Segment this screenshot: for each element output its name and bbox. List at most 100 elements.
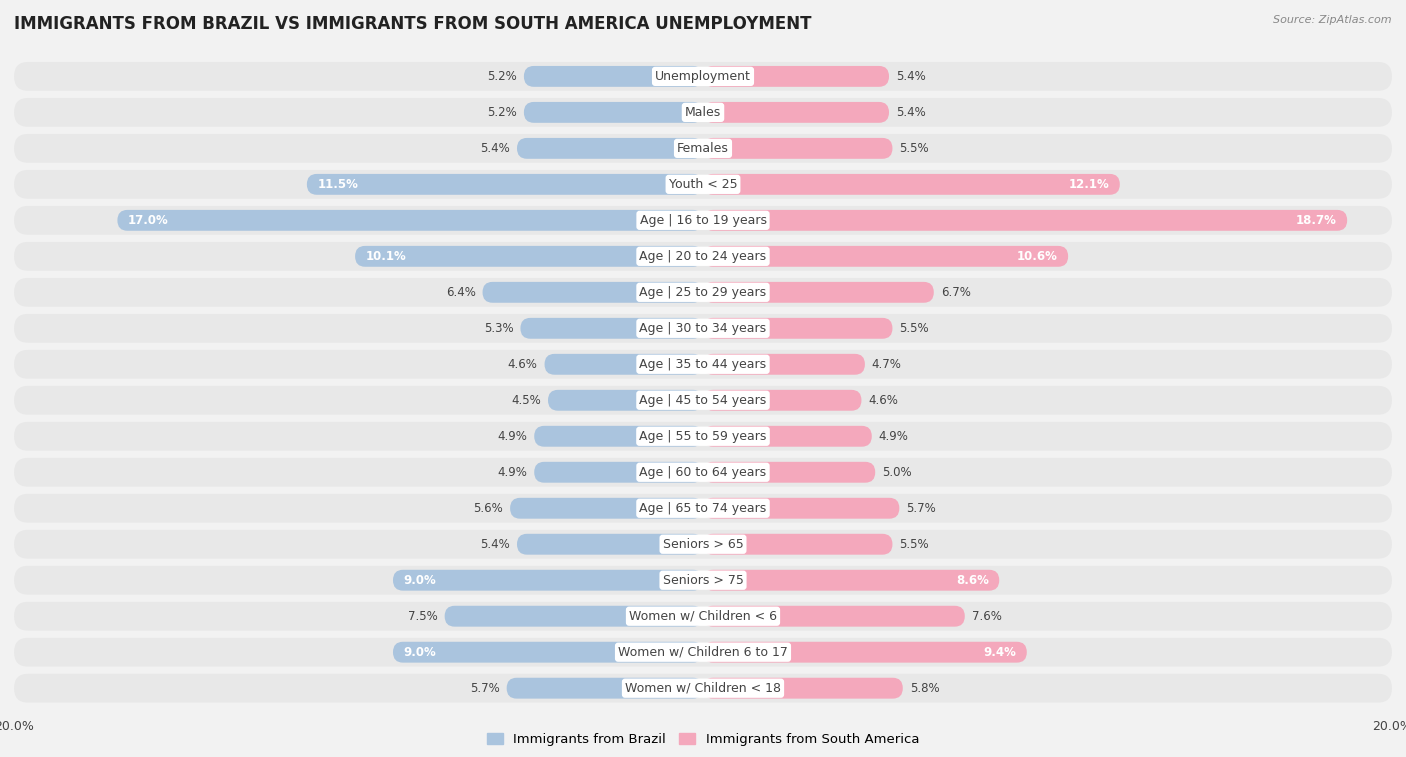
Text: 5.2%: 5.2% — [488, 106, 517, 119]
Legend: Immigrants from Brazil, Immigrants from South America: Immigrants from Brazil, Immigrants from … — [482, 727, 924, 751]
FancyBboxPatch shape — [524, 66, 703, 87]
FancyBboxPatch shape — [14, 170, 1392, 199]
FancyBboxPatch shape — [703, 642, 1026, 662]
Text: 17.0%: 17.0% — [128, 213, 169, 227]
FancyBboxPatch shape — [117, 210, 703, 231]
Text: Women w/ Children < 6: Women w/ Children < 6 — [628, 609, 778, 623]
Text: 4.5%: 4.5% — [512, 394, 541, 407]
FancyBboxPatch shape — [14, 494, 1392, 522]
FancyBboxPatch shape — [14, 386, 1392, 415]
Text: 4.9%: 4.9% — [498, 466, 527, 478]
FancyBboxPatch shape — [703, 570, 1000, 590]
FancyBboxPatch shape — [703, 318, 893, 338]
Text: Age | 16 to 19 years: Age | 16 to 19 years — [640, 213, 766, 227]
Text: 5.2%: 5.2% — [488, 70, 517, 83]
Text: Age | 45 to 54 years: Age | 45 to 54 years — [640, 394, 766, 407]
FancyBboxPatch shape — [14, 242, 1392, 271]
Text: Age | 20 to 24 years: Age | 20 to 24 years — [640, 250, 766, 263]
Text: 11.5%: 11.5% — [318, 178, 359, 191]
Text: 5.5%: 5.5% — [900, 322, 929, 335]
Text: 5.4%: 5.4% — [896, 70, 925, 83]
Text: 6.4%: 6.4% — [446, 286, 475, 299]
Text: Source: ZipAtlas.com: Source: ZipAtlas.com — [1274, 15, 1392, 25]
FancyBboxPatch shape — [703, 606, 965, 627]
FancyBboxPatch shape — [703, 138, 893, 159]
FancyBboxPatch shape — [703, 102, 889, 123]
Text: 5.0%: 5.0% — [882, 466, 911, 478]
Text: Age | 30 to 34 years: Age | 30 to 34 years — [640, 322, 766, 335]
Text: 5.4%: 5.4% — [481, 537, 510, 551]
FancyBboxPatch shape — [703, 174, 1119, 195]
FancyBboxPatch shape — [14, 638, 1392, 667]
Text: 5.6%: 5.6% — [474, 502, 503, 515]
Text: 4.6%: 4.6% — [869, 394, 898, 407]
Text: 12.1%: 12.1% — [1069, 178, 1109, 191]
Text: 5.5%: 5.5% — [900, 537, 929, 551]
Text: 9.0%: 9.0% — [404, 646, 436, 659]
FancyBboxPatch shape — [14, 350, 1392, 378]
FancyBboxPatch shape — [14, 314, 1392, 343]
Text: 5.7%: 5.7% — [907, 502, 936, 515]
Text: 5.7%: 5.7% — [470, 682, 499, 695]
FancyBboxPatch shape — [14, 206, 1392, 235]
Text: 4.6%: 4.6% — [508, 358, 537, 371]
FancyBboxPatch shape — [392, 642, 703, 662]
FancyBboxPatch shape — [524, 102, 703, 123]
FancyBboxPatch shape — [14, 134, 1392, 163]
FancyBboxPatch shape — [14, 62, 1392, 91]
FancyBboxPatch shape — [14, 98, 1392, 126]
FancyBboxPatch shape — [703, 462, 875, 483]
FancyBboxPatch shape — [703, 282, 934, 303]
Text: 5.3%: 5.3% — [484, 322, 513, 335]
FancyBboxPatch shape — [703, 390, 862, 411]
FancyBboxPatch shape — [14, 530, 1392, 559]
FancyBboxPatch shape — [703, 354, 865, 375]
Text: Unemployment: Unemployment — [655, 70, 751, 83]
FancyBboxPatch shape — [548, 390, 703, 411]
FancyBboxPatch shape — [14, 458, 1392, 487]
Text: Women w/ Children < 18: Women w/ Children < 18 — [626, 682, 780, 695]
Text: Seniors > 75: Seniors > 75 — [662, 574, 744, 587]
FancyBboxPatch shape — [703, 246, 1069, 266]
FancyBboxPatch shape — [703, 534, 893, 555]
FancyBboxPatch shape — [517, 138, 703, 159]
FancyBboxPatch shape — [520, 318, 703, 338]
FancyBboxPatch shape — [703, 498, 900, 519]
Text: Males: Males — [685, 106, 721, 119]
FancyBboxPatch shape — [356, 246, 703, 266]
Text: 5.4%: 5.4% — [896, 106, 925, 119]
FancyBboxPatch shape — [14, 602, 1392, 631]
Text: 5.5%: 5.5% — [900, 142, 929, 155]
Text: Age | 55 to 59 years: Age | 55 to 59 years — [640, 430, 766, 443]
Text: Women w/ Children 6 to 17: Women w/ Children 6 to 17 — [619, 646, 787, 659]
Text: Females: Females — [678, 142, 728, 155]
Text: 4.7%: 4.7% — [872, 358, 901, 371]
Text: 9.0%: 9.0% — [404, 574, 436, 587]
FancyBboxPatch shape — [14, 422, 1392, 450]
Text: Age | 60 to 64 years: Age | 60 to 64 years — [640, 466, 766, 478]
FancyBboxPatch shape — [482, 282, 703, 303]
FancyBboxPatch shape — [14, 278, 1392, 307]
Text: 7.6%: 7.6% — [972, 609, 1001, 623]
Text: 18.7%: 18.7% — [1296, 213, 1337, 227]
Text: Youth < 25: Youth < 25 — [669, 178, 737, 191]
FancyBboxPatch shape — [506, 678, 703, 699]
Text: 5.4%: 5.4% — [481, 142, 510, 155]
FancyBboxPatch shape — [307, 174, 703, 195]
Text: Age | 65 to 74 years: Age | 65 to 74 years — [640, 502, 766, 515]
Text: 7.5%: 7.5% — [408, 609, 437, 623]
FancyBboxPatch shape — [534, 462, 703, 483]
Text: 9.4%: 9.4% — [984, 646, 1017, 659]
Text: 8.6%: 8.6% — [956, 574, 988, 587]
Text: 10.6%: 10.6% — [1017, 250, 1057, 263]
Text: 10.1%: 10.1% — [366, 250, 406, 263]
FancyBboxPatch shape — [517, 534, 703, 555]
Text: 6.7%: 6.7% — [941, 286, 970, 299]
Text: 5.8%: 5.8% — [910, 682, 939, 695]
FancyBboxPatch shape — [444, 606, 703, 627]
FancyBboxPatch shape — [14, 565, 1392, 594]
Text: Age | 25 to 29 years: Age | 25 to 29 years — [640, 286, 766, 299]
FancyBboxPatch shape — [14, 674, 1392, 702]
FancyBboxPatch shape — [544, 354, 703, 375]
FancyBboxPatch shape — [703, 66, 889, 87]
